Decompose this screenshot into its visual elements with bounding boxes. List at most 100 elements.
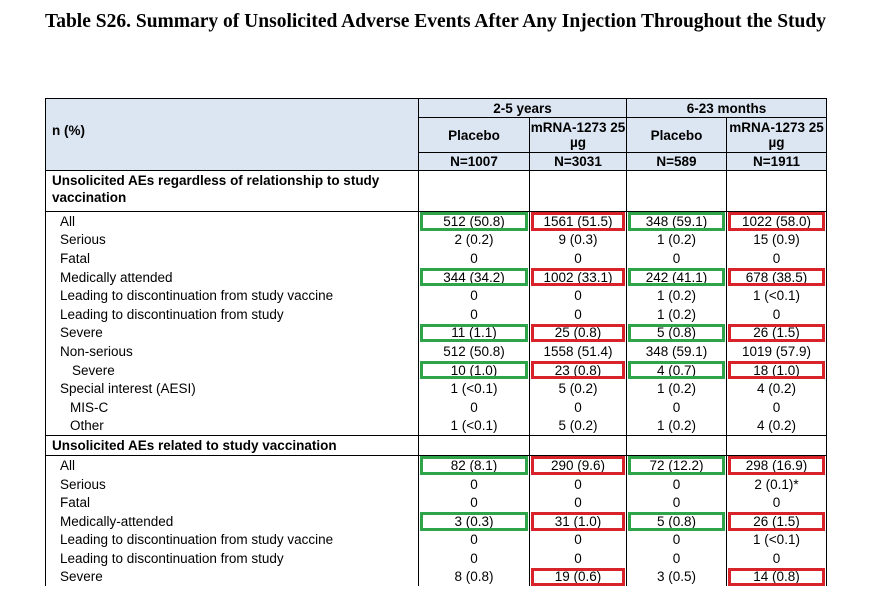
cell-value: 0 <box>772 550 781 566</box>
value-cell: 3 (0.3) <box>418 511 530 531</box>
value-cell: 5 (0.8) <box>626 323 727 343</box>
value-cell: 348 (59.1) <box>626 342 727 361</box>
section-heading-blank-cell <box>626 170 727 212</box>
row-label: Medically attended <box>45 267 419 287</box>
cell-value: 1 (0.2) <box>656 306 697 322</box>
cell-value: 1 (<0.1) <box>450 418 498 434</box>
cell-value: 0 <box>470 288 478 304</box>
cell-value: 5 (0.8) <box>656 513 697 529</box>
section-heading-blank-cell <box>418 170 530 212</box>
n-percent-header: n (%) <box>45 98 419 171</box>
value-cell: 0 <box>418 304 530 324</box>
value-cell: 0 <box>529 493 627 512</box>
table-row: Severe 10 (1.0) 23 (0.8) 4 (0.7) 18 (1.0) <box>45 360 827 380</box>
value-cell: 348 (59.1) <box>626 211 727 231</box>
cell-value: 0 <box>772 495 781 511</box>
cell-value: 26 (1.5) <box>753 513 800 529</box>
value-cell: 4 (0.2) <box>726 416 827 436</box>
cell-value: 4 (0.2) <box>756 418 797 434</box>
cell-value: 0 <box>672 550 681 566</box>
value-cell: 0 <box>626 249 727 268</box>
value-cell: 0 <box>418 493 530 512</box>
row-label: Leading to discontinuation from study va… <box>45 286 419 305</box>
cell-value: 1 (0.2) <box>656 288 697 304</box>
cell-value: 0 <box>470 306 478 322</box>
value-cell: 290 (9.6) <box>529 455 627 475</box>
cell-value: 0 <box>772 399 781 415</box>
cell-value: 0 <box>574 288 582 304</box>
value-cell: 0 <box>529 304 627 324</box>
value-cell: 0 <box>626 397 727 417</box>
value-cell: 5 (0.8) <box>626 511 727 531</box>
table-title: Table S26. Summary of Unsolicited Advers… <box>45 11 826 32</box>
cell-value: 72 (12.2) <box>649 457 704 473</box>
cell-value: 290 (9.6) <box>550 457 606 473</box>
value-cell: 298 (16.9) <box>726 455 827 475</box>
cell-value: 242 (41.1) <box>645 269 708 285</box>
cell-value: 0 <box>574 306 582 322</box>
cell-value: 26 (1.5) <box>753 325 800 341</box>
cell-value: 0 <box>470 250 478 266</box>
value-cell: 18 (1.0) <box>726 360 827 380</box>
table-row: Leading to discontinuation from study 0 0 0… <box>45 549 827 568</box>
value-cell: 0 <box>418 474 530 494</box>
value-cell: 512 (50.8) <box>418 211 530 231</box>
value-cell: 5 (0.2) <box>529 416 627 436</box>
value-cell: 0 <box>418 530 530 550</box>
cell-value: 0 <box>574 399 582 415</box>
value-cell: 1561 (51.5) <box>529 211 627 231</box>
arm-header-placebo-6-23: Placebo <box>626 117 727 153</box>
value-cell: 1 (<0.1) <box>418 416 530 436</box>
value-cell: 2 (0.1)* <box>726 474 827 494</box>
table-row: Serious 2 (0.2) 9 (0.3) 1 (0.2) 15 (0.9) <box>45 230 827 250</box>
value-cell: 1 (0.2) <box>626 230 727 250</box>
row-label: All <box>45 455 419 475</box>
cell-value: 678 (38.5) <box>745 269 808 285</box>
cell-value: 0 <box>672 495 681 511</box>
cell-value: 0 <box>574 532 582 548</box>
value-cell: 15 (0.9) <box>726 230 827 250</box>
cell-value: 348 (59.1) <box>645 213 708 229</box>
value-cell: 512 (50.8) <box>418 342 530 361</box>
row-label: Medically-attended <box>45 511 419 531</box>
value-cell: 4 (0.2) <box>726 379 827 398</box>
cell-value: 348 (59.1) <box>645 343 708 359</box>
cell-value: 0 <box>470 550 478 566</box>
value-cell: 0 <box>418 549 530 568</box>
row-label: Leading to discontinuation from study <box>45 549 419 568</box>
row-label: Severe <box>45 323 419 343</box>
value-cell: 0 <box>418 286 530 305</box>
group-header-6-23-months: 6-23 months <box>626 98 827 118</box>
cell-value: 1561 (51.5) <box>543 213 613 229</box>
cell-value: 1 (0.2) <box>656 381 697 397</box>
row-label: Other <box>45 416 419 436</box>
arm-header-mrna-6-23: mRNA-1273 25 µg <box>726 117 827 153</box>
cell-value: 1 (<0.1) <box>753 288 800 304</box>
row-label: Leading to discontinuation from study <box>45 304 419 324</box>
value-cell: 1 (0.2) <box>626 416 727 436</box>
cell-value: 1 (0.2) <box>656 418 697 434</box>
value-cell: 2 (0.2) <box>418 230 530 250</box>
cell-value: 0 <box>772 250 781 266</box>
cell-value: 0 <box>574 476 582 492</box>
value-cell: 1022 (58.0) <box>726 211 827 231</box>
section-heading: Unsolicited AEs regardless of relationsh… <box>45 170 419 212</box>
row-label: Severe <box>45 567 419 587</box>
table-row: Leading to discontinuation from study va… <box>45 530 827 550</box>
value-cell: 1002 (33.1) <box>529 267 627 287</box>
cell-value: 3 (0.5) <box>656 569 697 585</box>
cell-value: 0 <box>470 399 478 415</box>
value-cell: 25 (0.8) <box>529 323 627 343</box>
cell-value: 2 (0.2) <box>454 232 494 248</box>
total-placebo-2-5: N=1007 <box>418 152 530 171</box>
value-cell: 1 (<0.1) <box>726 530 827 550</box>
row-label: Special interest (AESI) <box>45 379 419 398</box>
cell-value: 298 (16.9) <box>745 457 808 473</box>
section-heading-blank-cell <box>726 170 827 212</box>
section-heading-blank-cell <box>626 435 727 457</box>
cell-value: 4 (0.7) <box>656 362 697 378</box>
value-cell: 9 (0.3) <box>529 230 627 250</box>
table-row: Leading to discontinuation from study 0 0 1… <box>45 304 827 324</box>
table-row: All 512 (50.8) 1561 (51.5) 348 (59.1) 1022 (… <box>45 211 827 231</box>
row-label: All <box>45 211 419 231</box>
